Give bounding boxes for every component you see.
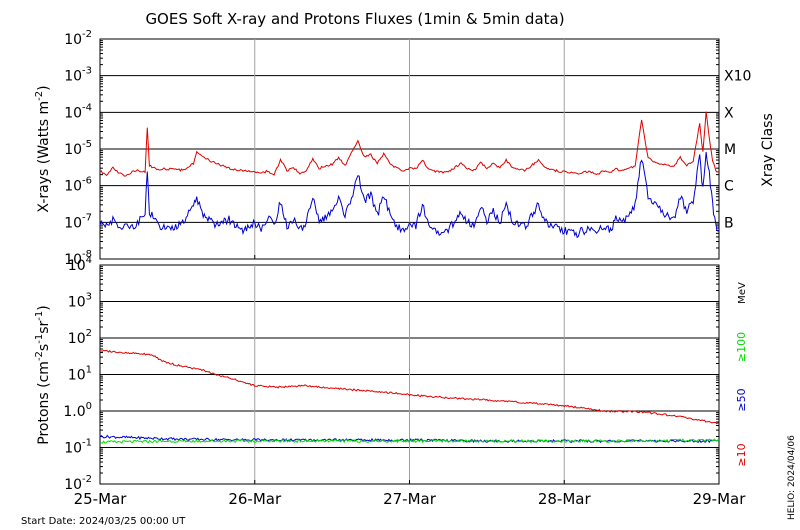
xray-class-axis-label: Xray Class <box>760 113 776 187</box>
xray-class-label: M <box>724 142 736 158</box>
y-tick-label: 10-2 <box>64 29 92 48</box>
energy-label: ≥100 <box>735 332 748 362</box>
series-xray-short <box>99 152 720 239</box>
helio-credit: HELIO: 2024/04/06 <box>787 435 797 520</box>
start-date: Start Date: 2024/03/25 00:00 UT <box>21 516 186 527</box>
energy-legend: ≥100 ≥50 ≥10 <box>735 332 748 467</box>
xray-class-label: B <box>724 215 734 231</box>
xray-class-label: C <box>724 179 734 195</box>
series-protons-ge50 <box>99 434 720 444</box>
y-tick-label: 10-6 <box>64 176 92 195</box>
proton-unit-label: MeV <box>737 282 748 304</box>
xray-ylabel: X-rays (Watts m-2) <box>34 85 52 212</box>
x-axis: 25-Mar 26-Mar 27-Mar 28-Mar 29-Mar <box>74 490 747 508</box>
x-tick-label: 29-Mar <box>693 490 747 508</box>
proton-panel: 10-2 10-1 1.00 101 102 103 104 <box>63 255 720 493</box>
y-tick-label: 1.00 <box>63 401 92 420</box>
series-xray-long <box>99 111 720 177</box>
x-tick-label: 25-Mar <box>74 490 128 508</box>
energy-label: ≥50 <box>735 388 748 411</box>
x-tick-label: 28-Mar <box>538 490 592 508</box>
y-tick-label: 104 <box>68 255 92 274</box>
chart-title: GOES Soft X-ray and Protons Fluxes (1min… <box>145 10 564 28</box>
y-tick-label: 102 <box>68 328 92 347</box>
y-tick-label: 10-1 <box>64 438 92 457</box>
y-tick-label: 10-8 <box>64 249 92 268</box>
y-tick-label: 101 <box>68 365 92 384</box>
y-tick-label: 10-2 <box>64 474 92 493</box>
series-protons-ge100 <box>99 438 720 444</box>
y-tick-label: 10-3 <box>64 66 92 85</box>
x-tick-label: 27-Mar <box>383 490 437 508</box>
xray-class-label: X <box>724 105 734 121</box>
y-tick-label: 103 <box>68 292 92 311</box>
proton-ylabel: Protons (cm-2s-1sr-1) <box>34 305 52 444</box>
x-tick-label: 26-Mar <box>228 490 282 508</box>
y-tick-label: 10-7 <box>64 212 92 231</box>
xray-panel: 10-8 10-7 10-6 10-5 10-4 10-3 10-2 B C M X X10 <box>64 29 751 268</box>
series-protons-ge10 <box>99 349 720 425</box>
xray-class-label: X10 <box>724 69 751 85</box>
energy-label: ≥10 <box>735 443 748 466</box>
y-tick-label: 10-4 <box>64 102 92 121</box>
y-tick-label: 10-5 <box>64 139 92 158</box>
